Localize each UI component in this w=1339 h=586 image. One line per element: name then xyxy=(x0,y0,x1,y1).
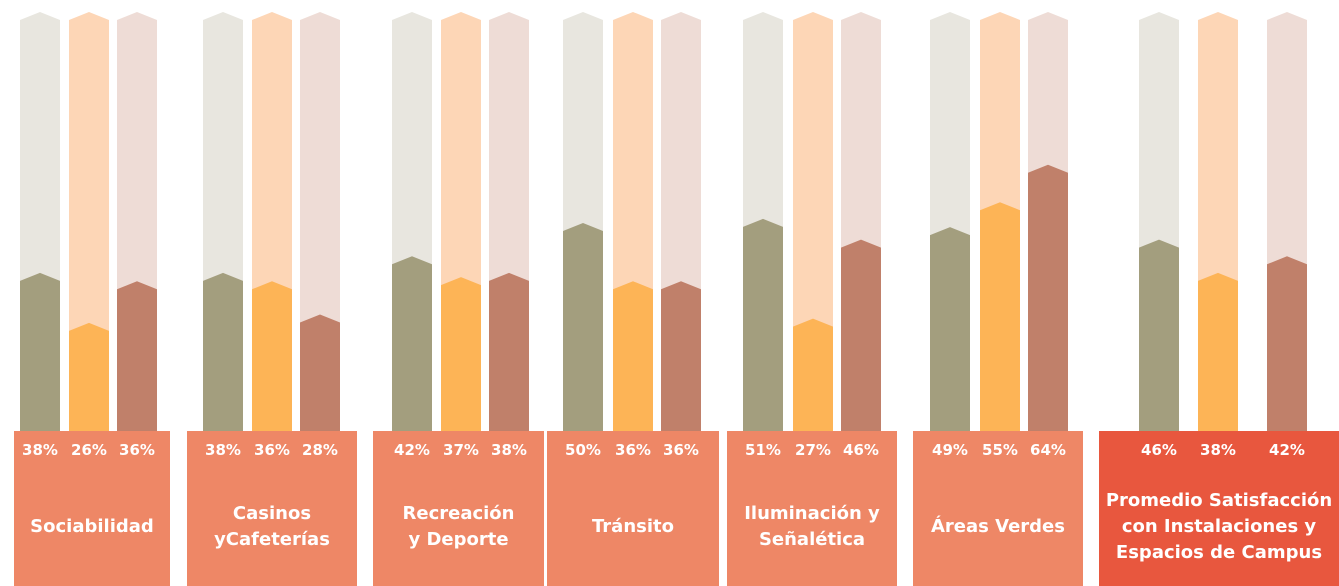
label-box xyxy=(1099,431,1339,586)
bar-track xyxy=(69,12,109,431)
value-label: 38% xyxy=(205,441,241,459)
bar xyxy=(793,318,833,431)
value-label: 46% xyxy=(1141,441,1177,459)
value-label: 36% xyxy=(615,441,651,459)
bar xyxy=(1139,239,1179,431)
value-label: 55% xyxy=(982,441,1018,459)
value-label: 50% xyxy=(565,441,601,459)
value-label: 42% xyxy=(1269,441,1305,459)
bar xyxy=(1198,272,1238,431)
category-label: Casinos yCafeterías xyxy=(214,502,330,550)
bar xyxy=(930,227,970,431)
bar xyxy=(20,272,60,431)
label-box xyxy=(373,431,544,586)
bar xyxy=(563,223,603,431)
value-label: 36% xyxy=(663,441,699,459)
category-label: Recreación y Deporte xyxy=(402,502,515,550)
value-label: 38% xyxy=(491,441,527,459)
value-label: 38% xyxy=(1200,441,1236,459)
bar xyxy=(980,202,1020,431)
bar xyxy=(392,256,432,431)
category-label: Sociabilidad xyxy=(30,515,154,537)
bar xyxy=(1028,164,1068,431)
value-label: 49% xyxy=(932,441,968,459)
value-label: 37% xyxy=(443,441,479,459)
value-label: 64% xyxy=(1030,441,1066,459)
category-label: Áreas Verdes xyxy=(931,515,1065,537)
value-label: 38% xyxy=(22,441,58,459)
bar xyxy=(661,281,701,431)
label-box xyxy=(913,431,1083,586)
value-label: 51% xyxy=(745,441,781,459)
value-label: 27% xyxy=(795,441,831,459)
label-box xyxy=(14,431,170,586)
bar xyxy=(489,272,529,431)
value-label: 28% xyxy=(302,441,338,459)
bar xyxy=(203,272,243,431)
bar xyxy=(252,281,292,431)
bar xyxy=(743,218,783,431)
bar xyxy=(69,322,109,431)
value-label: 36% xyxy=(254,441,290,459)
bar xyxy=(300,314,340,431)
bar xyxy=(1267,256,1307,431)
category-label: Promedio Satisfacción con Instalaciones … xyxy=(1105,489,1333,564)
category-label: Tránsito xyxy=(592,515,674,537)
bar xyxy=(613,281,653,431)
value-label: 46% xyxy=(843,441,879,459)
value-label: 42% xyxy=(394,441,430,459)
value-label: 36% xyxy=(119,441,155,459)
label-box xyxy=(187,431,357,586)
label-box xyxy=(547,431,719,586)
bar xyxy=(117,281,157,431)
label-box xyxy=(727,431,897,586)
bar xyxy=(441,277,481,431)
value-label: 26% xyxy=(71,441,107,459)
bar xyxy=(841,239,881,431)
category-label: Iluminación y Señalética xyxy=(744,502,880,550)
